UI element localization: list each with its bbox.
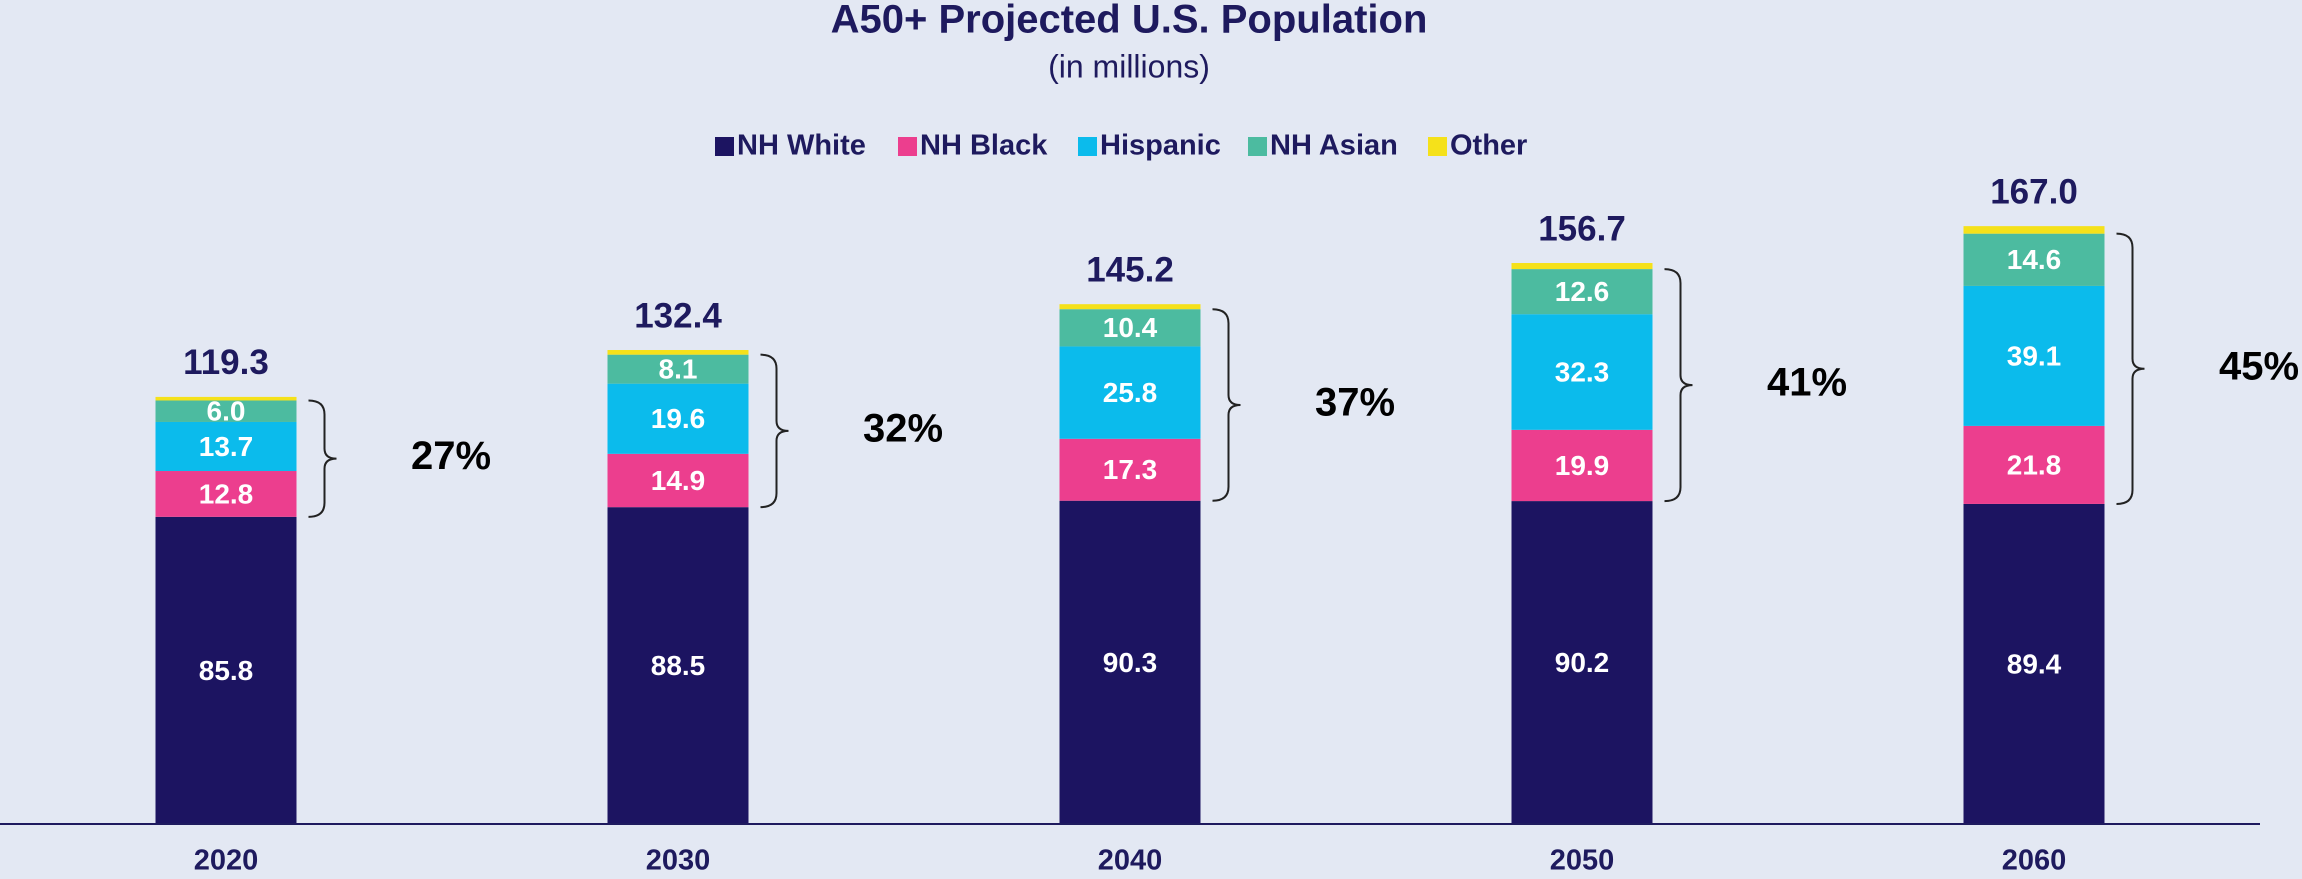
x-tick-label: 2020: [194, 845, 259, 877]
bar-segment: [607, 453, 749, 508]
bracket: [1664, 268, 1693, 503]
bar-segment: [1963, 233, 2105, 286]
bar-segment: [1511, 429, 1653, 502]
value-label: 19.6: [651, 403, 706, 434]
bracket: [2116, 232, 2145, 505]
annotation: 37%: [1315, 381, 1395, 425]
chart-title: A50+ Projected U.S. Population: [831, 0, 1428, 42]
value-label: 12.8: [199, 478, 254, 509]
bar-segment: [1511, 501, 1653, 824]
bracket: [1212, 308, 1241, 502]
value-label: 85.8: [199, 655, 254, 686]
value-label: 19.9: [1555, 450, 1610, 481]
x-tick-label: 2040: [1098, 845, 1163, 877]
total-label: 119.3: [183, 343, 269, 382]
bar-segment: [1059, 438, 1201, 501]
bar-segment: [1963, 226, 2105, 234]
bar-segment: [1059, 346, 1201, 439]
value-label: 21.8: [2007, 449, 2062, 480]
annotation: 45%: [2219, 344, 2299, 388]
legend-swatch: [715, 137, 734, 156]
annotation: 32%: [863, 406, 943, 450]
legend-swatch: [1078, 137, 1097, 156]
bar-segment: [155, 516, 297, 824]
bar-segment: [155, 400, 297, 422]
value-label: 12.6: [1555, 276, 1610, 307]
bar-segment: [1511, 263, 1653, 270]
legend-label: NH Asian: [1270, 130, 1398, 162]
bar-segment: [1059, 304, 1201, 310]
value-label: 88.5: [651, 650, 706, 681]
value-label: 89.4: [2007, 648, 2062, 679]
bar-segment: [1511, 314, 1653, 430]
value-label: 8.1: [659, 354, 698, 385]
value-label: 14.6: [2007, 244, 2062, 275]
bar-segment: [155, 396, 297, 401]
total-label: 167.0: [1990, 172, 2078, 211]
value-label: 6.0: [207, 396, 246, 427]
x-tick-label: 2030: [646, 845, 711, 877]
value-label: 90.2: [1555, 647, 1610, 678]
bar-segment: [1963, 503, 2105, 824]
legend-swatch: [1428, 137, 1447, 156]
bar-segment: [1963, 425, 2105, 504]
bracket: [308, 399, 337, 518]
value-label: 13.7: [199, 431, 254, 462]
legend-swatch: [898, 137, 917, 156]
annotation: 41%: [1767, 361, 1847, 405]
bar-segment: [607, 350, 749, 355]
total-label: 145.2: [1086, 250, 1174, 289]
bar-segment: [607, 383, 749, 454]
total-label: 156.7: [1538, 209, 1626, 248]
total-label: 132.4: [634, 296, 722, 335]
value-label: 10.4: [1103, 312, 1158, 343]
x-tick-label: 2050: [1550, 845, 1615, 877]
bar-segment: [155, 421, 297, 472]
annotation: 27%: [411, 434, 491, 478]
bar-segment: [607, 354, 749, 384]
bar-segment: [607, 507, 749, 824]
bar-segment: [1059, 309, 1201, 347]
value-label: 39.1: [2007, 340, 2062, 371]
chart-subtitle: (in millions): [1048, 48, 1210, 84]
value-label: 17.3: [1103, 454, 1158, 485]
x-tick-label: 2060: [2002, 845, 2067, 877]
legend-swatch: [1248, 137, 1267, 156]
value-label: 25.8: [1103, 377, 1158, 408]
bar-segment: [1963, 285, 2105, 426]
legend-label: Other: [1450, 130, 1527, 162]
legend-label: Hispanic: [1100, 130, 1221, 162]
value-label: 32.3: [1555, 356, 1610, 387]
bar-segment: [155, 471, 297, 517]
bar-segment: [1059, 500, 1201, 824]
bar-segment: [1511, 269, 1653, 315]
legend-label: NH White: [737, 130, 866, 162]
value-label: 90.3: [1103, 647, 1158, 678]
bracket: [760, 353, 789, 509]
value-label: 14.9: [651, 465, 706, 496]
legend-label: NH Black: [920, 130, 1048, 162]
